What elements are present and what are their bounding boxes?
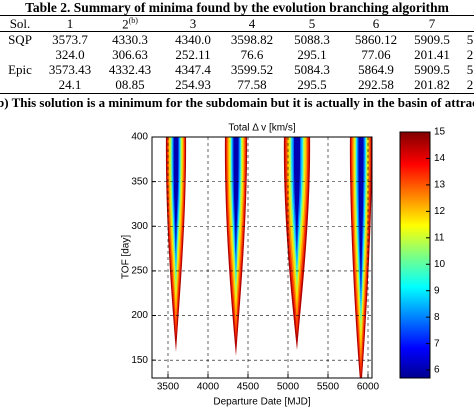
x-tick-label: 5000 (277, 382, 300, 393)
header-cell: Sol. (9, 16, 31, 31)
table-rule (0, 15, 474, 16)
x-tick-label: 6000 (357, 382, 380, 393)
table-cell: 306.63 (112, 47, 148, 62)
y-tick-label: 150 (131, 355, 148, 366)
y-tick-label: 250 (131, 266, 148, 277)
x-tick-label: 4000 (197, 382, 220, 393)
colorbar-tick-label: 15 (434, 127, 446, 138)
table-cell: 324.0 (55, 47, 85, 62)
table-rule (0, 93, 474, 94)
table-cell: 08.85 (115, 77, 145, 92)
header-cell: 7 (428, 16, 436, 31)
contour-field (165, 137, 372, 378)
contour-band (293, 137, 301, 252)
table-cell: 4340.0 (175, 32, 211, 47)
colorbar (399, 131, 431, 379)
table-cell: 254.93 (175, 77, 211, 92)
colorbar-tick-label: 12 (434, 206, 446, 217)
table-cell: 5909.5 (414, 62, 450, 77)
x-axis-label: Departure Date [MJD] (213, 397, 310, 408)
y-tick-label: 350 (131, 176, 148, 187)
header-cell: 3 (189, 16, 197, 31)
y-tick-label: 200 (131, 310, 148, 321)
contour-band (233, 137, 239, 258)
table-cell: 5860.12 (354, 32, 398, 47)
table-cell: 295.1 (297, 47, 327, 62)
table-cell: 24.1 (58, 77, 82, 92)
table-cell: 77.06 (361, 47, 391, 62)
table-rule (0, 31, 474, 32)
footnote: b) This solution is a minimum for the su… (0, 95, 474, 110)
colorbar-tick-label: 6 (434, 365, 440, 376)
table-cell: 2 (466, 47, 474, 62)
x-tick-label: 5500 (317, 382, 340, 393)
table-cell: 77.58 (237, 77, 267, 92)
table-title: Table 2. Summary of minima found by the … (25, 0, 449, 15)
table-cell: 5 (466, 32, 474, 47)
header-note: (b) (128, 16, 138, 25)
contour-band (358, 137, 364, 294)
colorbar-tick-label: 8 (434, 312, 440, 323)
table-cell: 4330.3 (112, 32, 148, 47)
table-cell: 252.11 (175, 47, 211, 62)
table-cell: 5084.3 (294, 62, 330, 77)
contour-band (173, 137, 179, 254)
table-cell: 3573.7 (52, 32, 88, 47)
table-cell: 5909.5 (414, 32, 450, 47)
colorbar-tick-label: 13 (434, 180, 446, 191)
table-cell: 292.58 (358, 77, 394, 92)
table-cell: 4347.4 (175, 62, 211, 77)
header-cell: 6 (372, 16, 380, 31)
y-axis-label: TOF [day] (121, 235, 132, 279)
colorbar-tick-label: 14 (434, 153, 446, 164)
table-cell: 5088.3 (294, 32, 330, 47)
table-cell: 3599.52 (230, 62, 274, 77)
header-cell: 4 (248, 16, 256, 31)
header-cell: 1 (66, 16, 74, 31)
colorbar-tick-label: 9 (434, 285, 440, 296)
header-cell: 5 (308, 16, 316, 31)
colorbar-tick-label: 10 (434, 259, 446, 270)
table-cell: 2 (466, 77, 474, 92)
y-tick-label: 400 (131, 132, 148, 143)
table-cell: 76.6 (240, 47, 264, 62)
chart-title: Total Δ v [km/s] (228, 123, 295, 134)
table-cell: 5864.9 (358, 62, 394, 77)
row-label: SQP (8, 32, 32, 47)
x-tick-label: 4500 (237, 382, 260, 393)
table-cell: 295.5 (297, 77, 327, 92)
header-cell: 2(b) (122, 16, 138, 32)
colorbar-tick-label: 7 (434, 338, 440, 349)
row-label: Epic (8, 62, 32, 77)
table-cell: 4332.43 (108, 62, 152, 77)
table-cell: 3598.82 (230, 32, 274, 47)
y-tick-label: 300 (131, 221, 148, 232)
x-tick-label: 3500 (157, 382, 180, 393)
table-cell: 3573.43 (48, 62, 92, 77)
table-cell: 5 (466, 62, 474, 77)
table-cell: 201.82 (414, 77, 450, 92)
table-cell: 201.41 (414, 47, 450, 62)
colorbar-tick-label: 11 (434, 232, 445, 243)
